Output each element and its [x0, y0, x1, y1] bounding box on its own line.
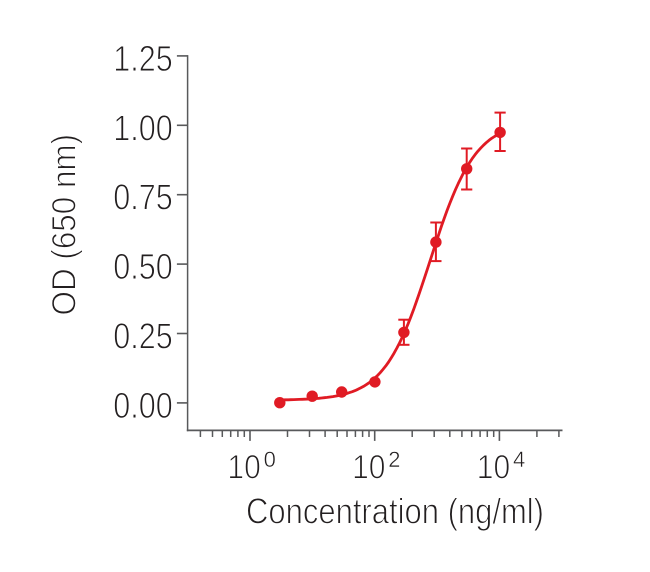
svg-text:0: 0: [264, 447, 276, 472]
svg-text:2: 2: [388, 447, 400, 472]
svg-text:10: 10: [352, 448, 385, 486]
svg-text:1.25: 1.25: [113, 38, 173, 79]
svg-text:0.00: 0.00: [113, 385, 173, 426]
svg-text:Concentration (ng/ml): Concentration (ng/ml): [246, 490, 544, 531]
svg-text:4: 4: [513, 447, 525, 472]
svg-text:10: 10: [227, 448, 260, 486]
svg-text:10: 10: [477, 448, 510, 486]
svg-text:OD (650 nm): OD (650 nm): [46, 134, 84, 316]
svg-text:1.00: 1.00: [113, 107, 173, 148]
svg-text:0.75: 0.75: [113, 177, 173, 218]
svg-text:0.50: 0.50: [113, 246, 173, 287]
svg-text:0.25: 0.25: [113, 316, 173, 357]
